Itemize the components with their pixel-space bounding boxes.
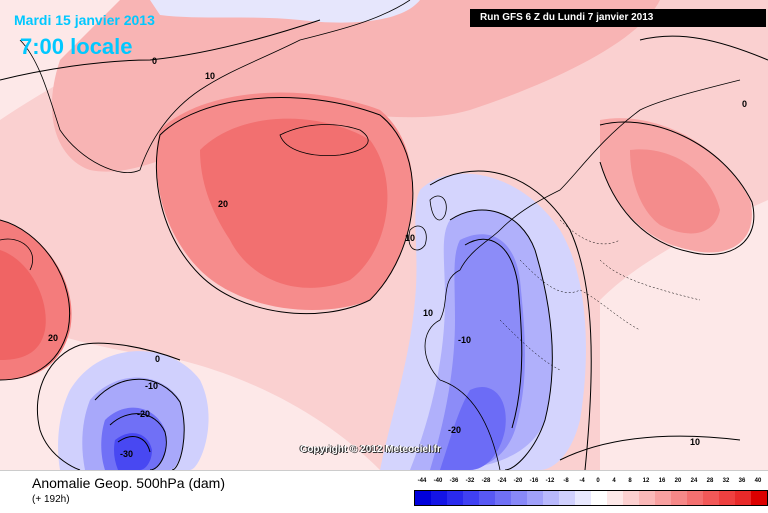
- copyright-text: Copyright © 2012 Meteociel.fr: [300, 444, 441, 455]
- contour-label: 10: [690, 437, 700, 447]
- scale-swatch: [639, 491, 655, 505]
- scale-label: 32: [722, 478, 730, 484]
- valid-date: Mardi 15 janvier 2013: [14, 12, 155, 28]
- scale-swatch: [527, 491, 543, 505]
- scale-bar: [414, 490, 768, 506]
- scale-label: -32: [465, 478, 475, 484]
- scale-label: -8: [563, 478, 569, 484]
- scale-label: -4: [579, 478, 585, 484]
- scale-swatch: [559, 491, 575, 505]
- scale-swatch: [431, 491, 447, 505]
- scale-label: 4: [612, 478, 616, 484]
- scale-label: 40: [754, 478, 762, 484]
- lead-time: (+ 192h): [32, 494, 70, 505]
- scale-swatch: [479, 491, 495, 505]
- contour-label: 0: [742, 99, 747, 109]
- scale-swatch: [655, 491, 671, 505]
- color-scale: -44 -40 -36 -32 -28 -24 -20 -16 -12 -8 -4 0 4 8 12 16 20…: [414, 478, 768, 506]
- valid-hour: 7:00 locale: [20, 34, 133, 59]
- run-info: Run GFS 6 Z du Lundi 7 janvier 2013: [470, 9, 766, 27]
- contour-label: 10: [405, 233, 415, 243]
- scale-label: 8: [628, 478, 632, 484]
- scale-swatch: [415, 491, 431, 505]
- contour-label: 0: [152, 56, 157, 66]
- scale-label: -12: [545, 478, 555, 484]
- scale-swatch: [751, 491, 767, 505]
- scale-label: 20: [674, 478, 682, 484]
- contour-label: 20: [218, 199, 228, 209]
- scale-swatch: [511, 491, 527, 505]
- scale-swatch: [623, 491, 639, 505]
- scale-swatch: [687, 491, 703, 505]
- scale-swatch: [703, 491, 719, 505]
- scale-swatch: [671, 491, 687, 505]
- scale-swatch: [543, 491, 559, 505]
- contour-label: 10: [423, 308, 433, 318]
- scale-label: -36: [449, 478, 459, 484]
- anomaly-map: 0 10 20 10 20 0 10 0 -10 -20 -30 -10 -20…: [0, 0, 768, 470]
- scale-swatch: [463, 491, 479, 505]
- scale-label: -40: [433, 478, 443, 484]
- contour-label: -10: [145, 381, 158, 391]
- contour-label: 0: [155, 354, 160, 364]
- scale-label: -28: [481, 478, 491, 484]
- scale-label: 36: [738, 478, 746, 484]
- contour-label: -30: [120, 449, 133, 459]
- scale-label: -24: [497, 478, 507, 484]
- scale-labels: -44 -40 -36 -32 -28 -24 -20 -16 -12 -8 -4 0 4 8 12 16 20…: [414, 478, 768, 488]
- scale-swatch: [575, 491, 591, 505]
- scale-label: -44: [417, 478, 427, 484]
- scale-swatch: [607, 491, 623, 505]
- contour-label: 20: [48, 333, 58, 343]
- scale-label: -20: [513, 478, 523, 484]
- scale-swatch: [735, 491, 751, 505]
- scale-label: 0: [596, 478, 600, 484]
- scale-swatch: [495, 491, 511, 505]
- contour-label: -20: [448, 425, 461, 435]
- scale-swatch: [719, 491, 735, 505]
- scale-label: 12: [642, 478, 650, 484]
- product-title: Anomalie Geop. 500hPa (dam): [32, 475, 225, 491]
- contour-label: -20: [137, 409, 150, 419]
- contour-label: -10: [458, 335, 471, 345]
- scale-label: -16: [529, 478, 539, 484]
- scale-label: 16: [658, 478, 666, 484]
- scale-swatch: [591, 491, 607, 505]
- scale-label: 28: [706, 478, 714, 484]
- contour-label: 10: [205, 71, 215, 81]
- scale-swatch: [447, 491, 463, 505]
- scale-label: 24: [690, 478, 698, 484]
